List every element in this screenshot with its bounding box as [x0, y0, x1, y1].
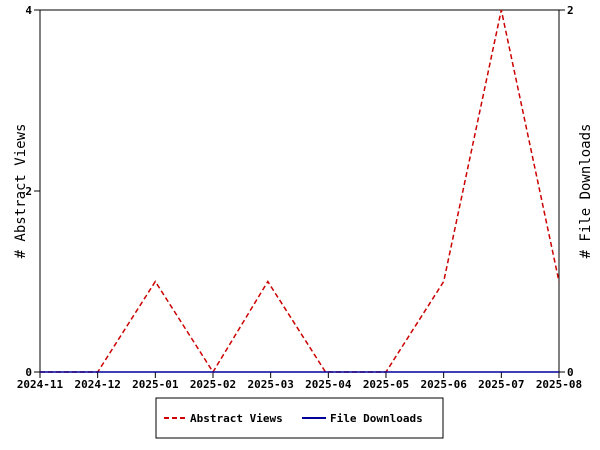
series-line-abstract-views	[40, 9, 560, 374]
left-y-tick-label: 4	[25, 4, 32, 17]
x-tick-label: 2025-06	[420, 378, 467, 391]
legend: Abstract Views File Downloads	[155, 397, 444, 439]
right-y-tick-label: 0	[567, 366, 574, 379]
legend-label-abstract-views: Abstract Views	[190, 412, 283, 425]
left-y-tick-label: 0	[25, 366, 32, 379]
legend-box	[155, 397, 444, 439]
x-tick-label: 2025-08	[536, 378, 582, 391]
series-layer	[40, 9, 560, 374]
x-tick-label: 2025-04	[305, 378, 352, 391]
x-tick-label: 2024-11	[17, 378, 64, 391]
x-tick-label: 2024-12	[74, 378, 120, 391]
left-y-axis-label: # Abstract Views	[13, 124, 29, 259]
right-y-axis-label: # File Downloads	[578, 124, 594, 259]
left-y-axis-ticks: 0 2 4	[25, 4, 40, 379]
x-tick-label: 2025-02	[190, 378, 236, 391]
x-tick-label: 2025-03	[247, 378, 293, 391]
legend-label-file-downloads: File Downloads	[330, 412, 423, 425]
left-y-tick-label: 2	[25, 185, 32, 198]
plot-area-frame	[39, 9, 560, 373]
right-y-axis-ticks: 02	[559, 4, 574, 379]
x-tick-label: 2025-07	[478, 378, 524, 391]
x-axis-ticks: 2024-11 2024-12 2025-01 2025-02 2025-03 2025-…	[17, 372, 582, 391]
right-y-tick-label: 2	[567, 4, 574, 17]
x-tick-label: 2025-05	[363, 378, 409, 391]
x-tick-label: 2025-01	[132, 378, 179, 391]
